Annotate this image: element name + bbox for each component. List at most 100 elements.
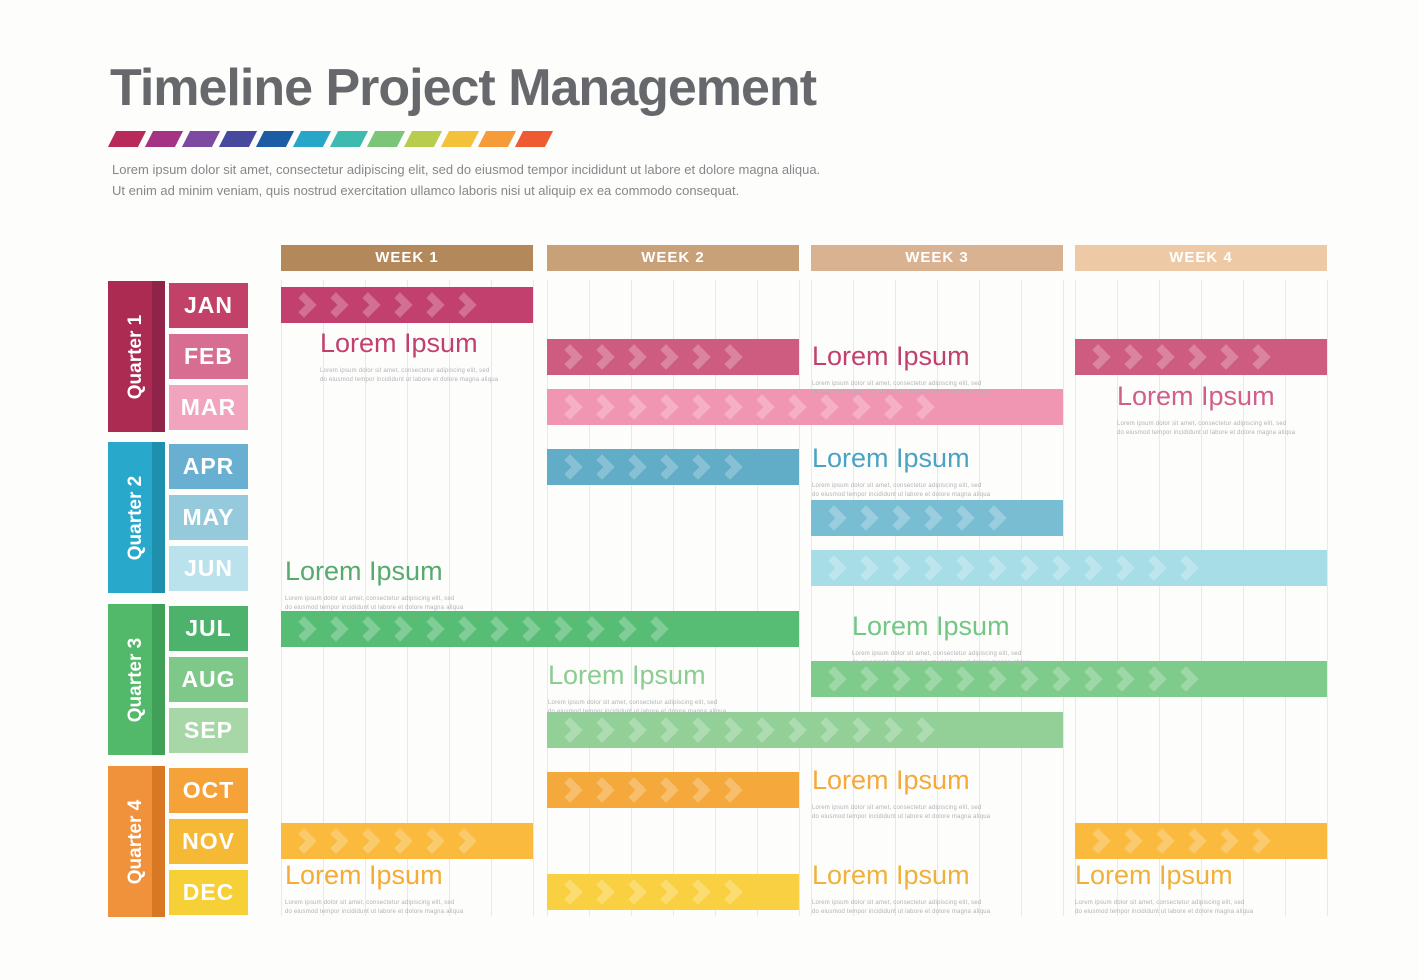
gantt-bar-apr-w2	[547, 449, 799, 485]
chevron-icon	[853, 505, 879, 531]
chevron-icon	[621, 454, 647, 480]
chevron-icon	[1045, 555, 1071, 581]
chevron-icon	[387, 616, 413, 642]
chevron-icon	[813, 717, 839, 743]
month-label-apr: APR	[169, 444, 248, 489]
quarter-ribbon-fold-2	[152, 442, 165, 593]
week-header-2: WEEK 2	[547, 245, 799, 271]
divider-stripe-5	[255, 131, 295, 147]
chevron-icon	[781, 394, 807, 420]
chevron-icon	[749, 394, 775, 420]
bar-label-11: Lorem Ipsum Lorem ipsum dolor sit amet, c…	[1075, 860, 1253, 917]
divider-stripe-11	[477, 131, 517, 147]
month-label-oct: OCT	[169, 768, 248, 813]
chevron-icon	[821, 505, 847, 531]
chevron-icon	[821, 555, 847, 581]
chevron-icon	[621, 777, 647, 803]
gantt-bar-nov-w4	[1075, 823, 1327, 859]
gridline-week3-5	[1021, 280, 1022, 916]
week-header-1: WEEK 1	[281, 245, 533, 271]
chevron-icon	[1077, 666, 1103, 692]
chevron-icon	[1245, 344, 1271, 370]
bar-label-caption: Lorem ipsum dolor sit amet, consectetur …	[852, 651, 1031, 666]
chevron-icon	[419, 616, 445, 642]
chevron-icon	[1173, 555, 1199, 581]
chevron-icon	[1117, 828, 1143, 854]
chevron-icon	[557, 879, 583, 905]
bar-label-caption: Lorem ipsum dolor sit amet, consectetur …	[812, 805, 991, 820]
bar-label-5: Lorem Ipsum Lorem ipsum dolor sit amet, c…	[285, 556, 463, 613]
gridline-week2-6	[799, 280, 800, 916]
chevron-icon	[781, 717, 807, 743]
gridline-week2-5	[757, 280, 758, 916]
divider-stripe-4	[218, 131, 258, 147]
bar-label-title: Lorem Ipsum	[812, 860, 970, 890]
gridline-week3-2	[895, 280, 896, 916]
chevron-icon	[653, 454, 679, 480]
gantt-bar-jun-w3	[811, 550, 1327, 586]
gridline-week1-4	[449, 280, 450, 916]
chevron-icon	[355, 292, 381, 318]
chevron-icon	[877, 394, 903, 420]
week-header-3: WEEK 3	[811, 245, 1063, 271]
chevron-icon	[813, 394, 839, 420]
chevron-icon	[845, 717, 871, 743]
chevron-icon	[291, 616, 317, 642]
bar-label-caption: Lorem ipsum dolor sit amet, consectetur …	[812, 483, 991, 498]
bar-label-title: Lorem Ipsum	[852, 611, 1010, 641]
chevron-icon	[483, 616, 509, 642]
chevron-icon	[717, 717, 743, 743]
gridline-week4-6	[1327, 280, 1328, 916]
gridline-week1-0	[281, 280, 282, 916]
gantt-bar-may-w3	[811, 500, 1063, 536]
chevron-icon	[621, 717, 647, 743]
chevron-icon	[885, 666, 911, 692]
chevron-icon	[589, 454, 615, 480]
chevron-icon	[1109, 555, 1135, 581]
bar-label-title: Lorem Ipsum	[548, 660, 706, 690]
bar-label-title: Lorem Ipsum	[1075, 860, 1233, 890]
month-label-nov: NOV	[169, 819, 248, 864]
month-label-dec: DEC	[169, 870, 248, 915]
gridline-week1-5	[491, 280, 492, 916]
chevron-icon	[685, 394, 711, 420]
chevron-icon	[909, 394, 935, 420]
bar-label-title: Lorem Ipsum	[812, 341, 970, 371]
chevron-icon	[981, 666, 1007, 692]
chevron-icon	[1141, 555, 1167, 581]
quarter-ribbon-2: Quarter 2	[108, 442, 165, 593]
chevron-icon	[717, 454, 743, 480]
month-label-mar: MAR	[169, 385, 248, 430]
chevron-icon	[1085, 344, 1111, 370]
gridline-week1-3	[407, 280, 408, 916]
gantt-bar-sep-w2	[547, 712, 1063, 748]
month-label-jan: JAN	[169, 283, 248, 328]
gantt-bar-mar-w2	[547, 389, 1063, 425]
month-label-aug: AUG	[169, 657, 248, 702]
gridline-week4-0	[1075, 280, 1076, 916]
chevron-icon	[1213, 344, 1239, 370]
bar-label-caption: Lorem ipsum dolor sit amet, consectetur …	[548, 700, 727, 715]
quarter-ribbon-fold-3	[152, 604, 165, 755]
chevron-icon	[917, 666, 943, 692]
quarter-ribbon-3: Quarter 3	[108, 604, 165, 755]
chevron-icon	[621, 394, 647, 420]
chevron-icon	[749, 717, 775, 743]
chevron-icon	[451, 828, 477, 854]
chevron-icon	[323, 292, 349, 318]
chevron-icon	[909, 717, 935, 743]
chevron-icon	[653, 344, 679, 370]
week-header-4: WEEK 4	[1075, 245, 1327, 271]
chevron-icon	[323, 616, 349, 642]
bar-label-title: Lorem Ipsum	[285, 556, 443, 586]
chevron-icon	[717, 394, 743, 420]
gridline-week3-0	[811, 280, 812, 916]
chevron-icon	[917, 505, 943, 531]
chevron-icon	[1149, 828, 1175, 854]
divider-stripe-2	[144, 131, 184, 147]
gridline-week4-1	[1117, 280, 1118, 916]
chevron-icon	[685, 879, 711, 905]
chevron-icon	[589, 777, 615, 803]
chevron-icon	[1245, 828, 1271, 854]
divider-stripe-9	[403, 131, 443, 147]
